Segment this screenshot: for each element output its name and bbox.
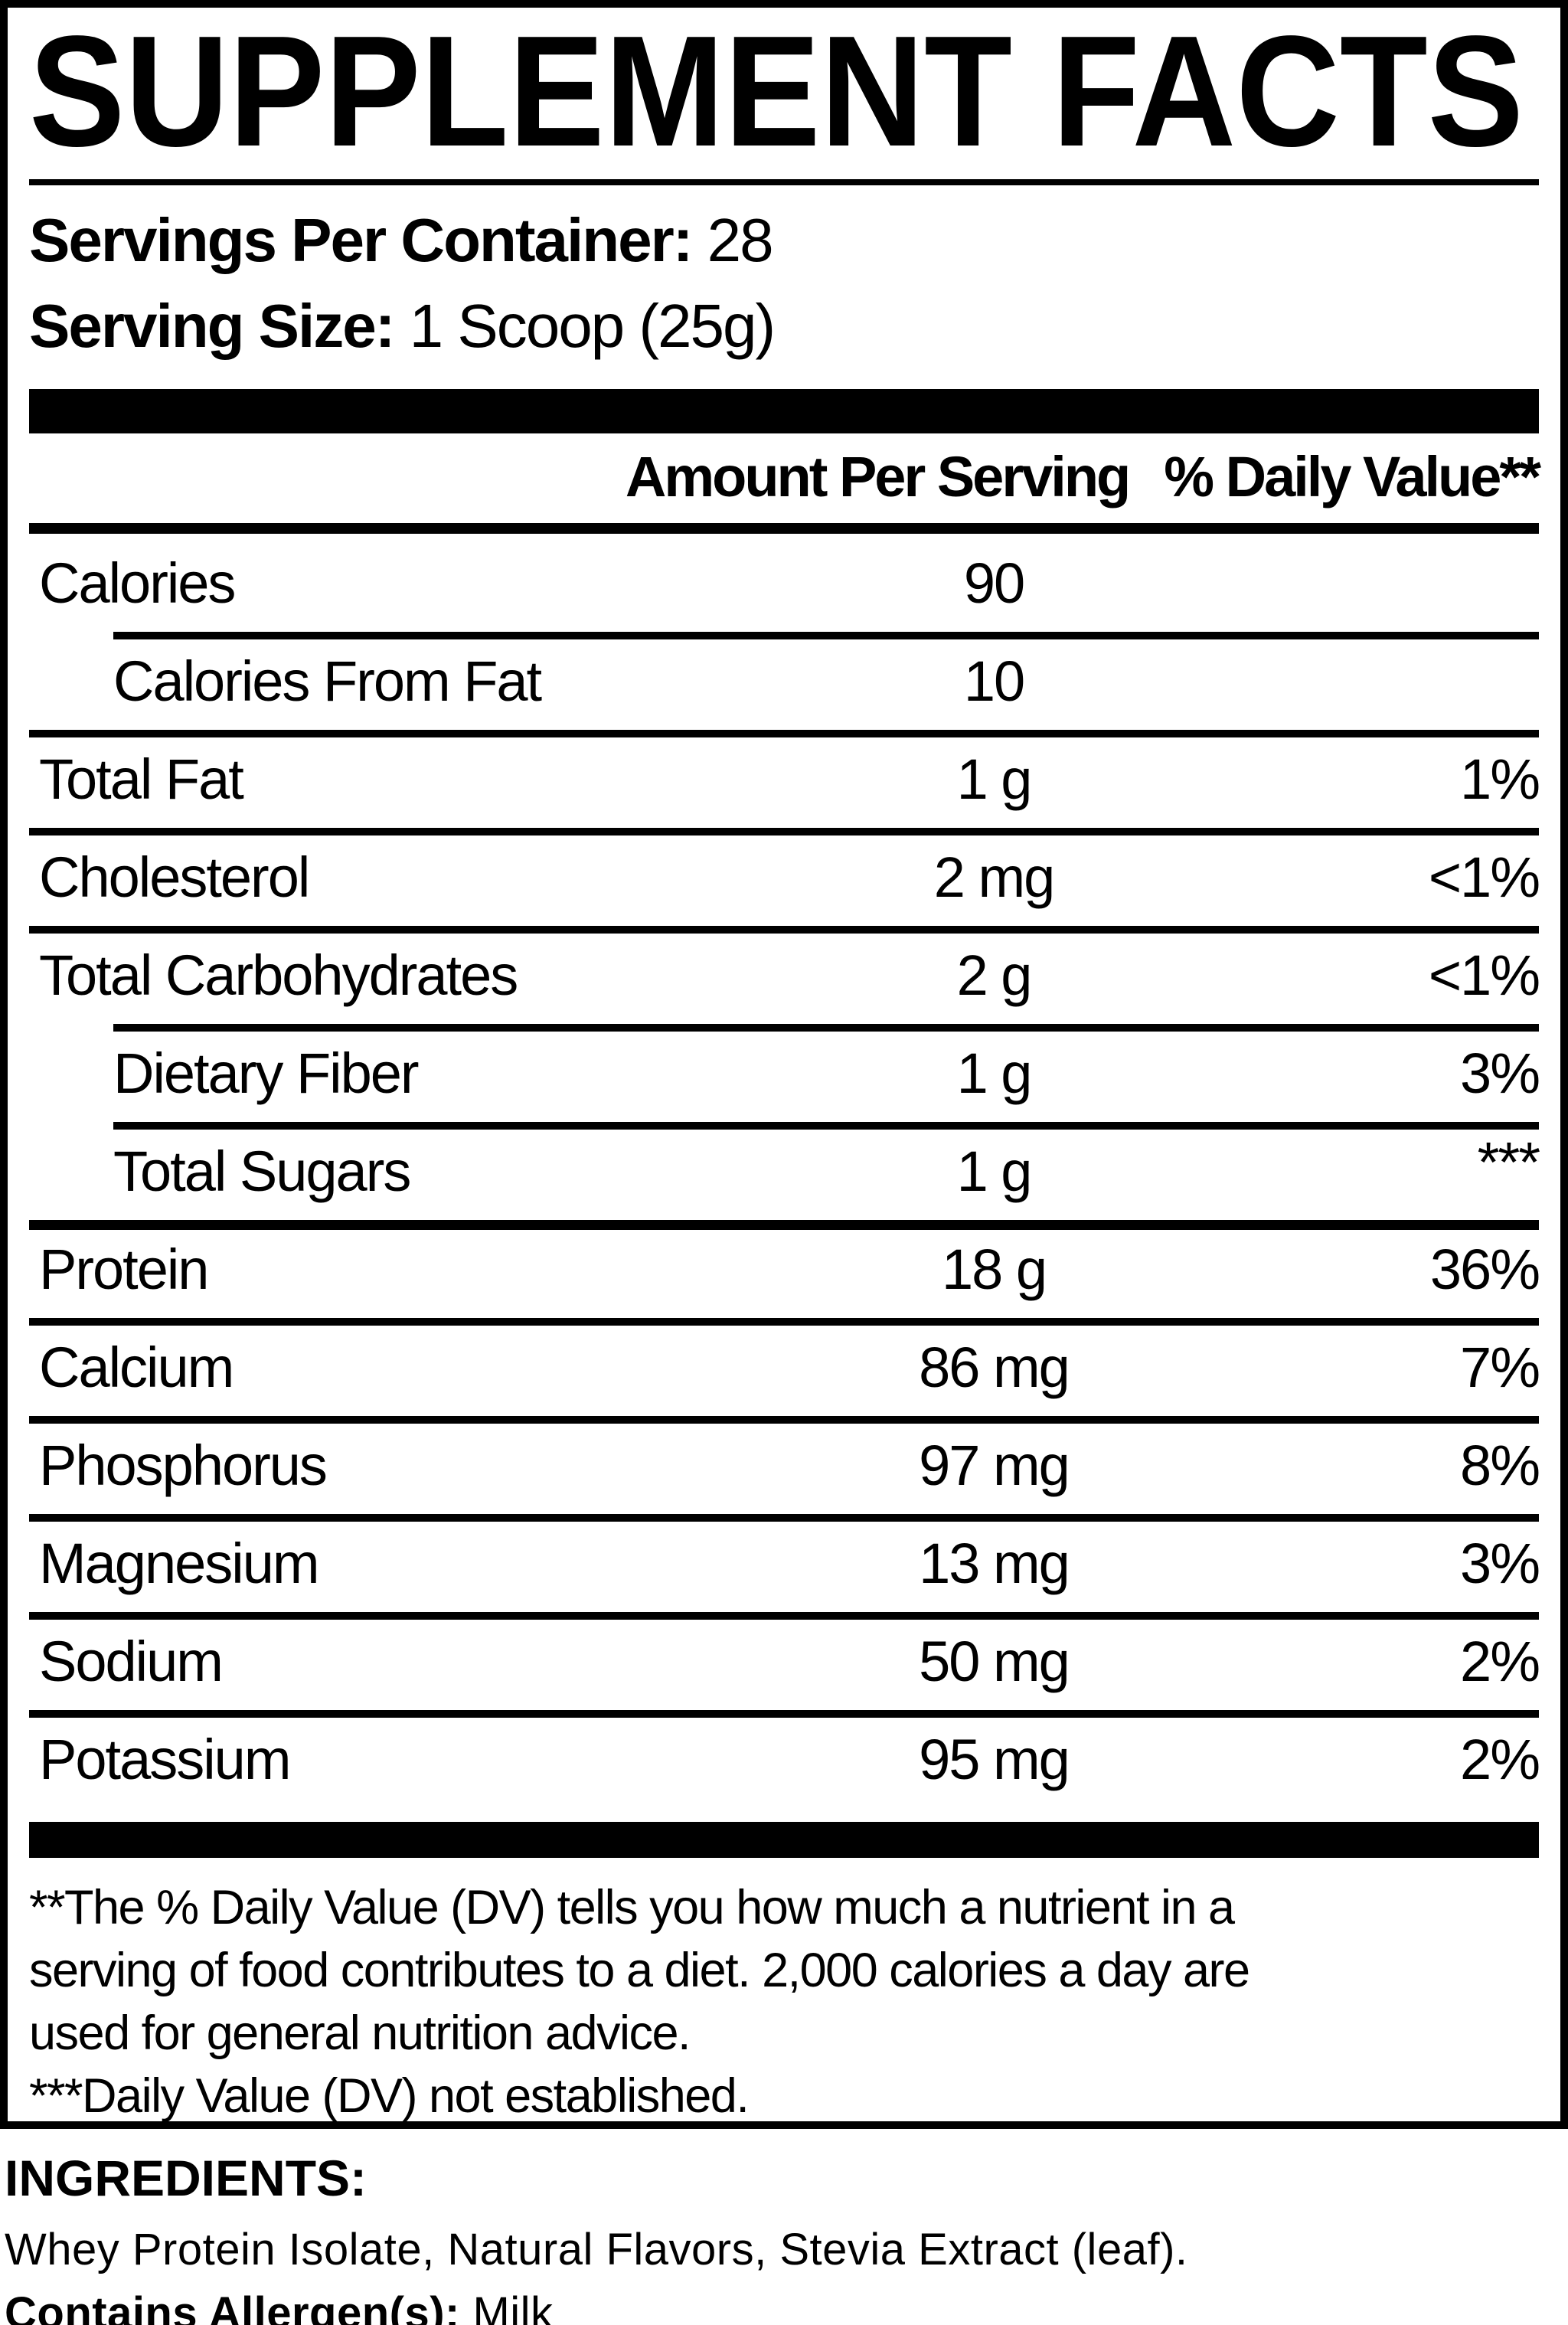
table-row: Total Sugars 1 g *** [29,1122,1540,1220]
table-row: Cholesterol 2 mg <1% [29,828,1540,926]
title-divider [29,179,1539,185]
serving-size: Serving Size: 1 Scoop (25g) [29,283,1539,369]
facts-box: SUPPLEMENT FACTS Servings Per Container:… [0,0,1568,2129]
table-row: Total Carbohydrates 2 g <1% [29,926,1540,1024]
nutrient-amount: 13 mg [919,1531,1070,1595]
table-row: Calcium 86 mg 7% [29,1318,1540,1416]
nutrient-label: Protein [39,1237,209,1301]
nutrient-label: Total Fat [39,747,244,811]
nutrient-amount: 1 g [956,1041,1033,1105]
ingredients-section: INGREDIENTS: Whey Protein Isolate, Natur… [5,2149,1547,2325]
table-row: Dietary Fiber 1 g 3% [29,1024,1540,1122]
allergen-label: Contains Allergen(s): [5,2288,460,2325]
column-header-daily-value: % Daily Value** [1164,445,1541,508]
nutrient-label: Sodium [39,1629,224,1693]
nutrient-amount: 95 mg [919,1727,1070,1791]
page-title: SUPPLEMENT FACTS [29,25,1524,167]
nutrient-label: Calories [39,551,236,615]
table-row: Phosphorus 97 mg 8% [29,1416,1540,1514]
table-row: Calories From Fat 10 [29,632,1539,730]
nutrient-daily-value: 3% [1460,1041,1540,1105]
nutrient-daily-value: 7% [1460,1335,1540,1399]
nutrient-label: Potassium [39,1727,291,1791]
nutrient-label: Dietary Fiber [113,1041,420,1105]
servings-per-container-label: Servings Per Container: [29,206,693,274]
serving-size-label: Serving Size: [29,292,395,360]
table-row: Magnesium 13 mg 3% [29,1514,1540,1612]
nutrient-label: Calcium [39,1335,234,1399]
nutrient-amount: 86 mg [919,1335,1070,1399]
footnotes: **The % Daily Value (DV) tells you how m… [29,1876,1539,2123]
section-bar-bottom [29,1822,1539,1858]
nutrient-label: Total Carbohydrates [39,943,518,1007]
nutrient-amount: 2 g [956,943,1033,1007]
nutrient-daily-value: 2% [1460,1629,1540,1693]
allergen-value: Milk [459,2288,554,2325]
nutrient-amount: 2 mg [933,845,1056,909]
table-row: Calories 90 [29,534,1539,632]
column-header-amount: Amount Per Serving [625,445,1131,508]
nutrient-daily-value: 3% [1460,1531,1540,1595]
serving-size-value: 1 Scoop (25g) [394,292,776,360]
nutrient-label: Cholesterol [39,845,310,909]
nutrient-label: Phosphorus [39,1433,328,1497]
footnote-line: **The % Daily Value (DV) tells you how m… [29,1881,1235,1934]
nutrient-amount: 50 mg [919,1629,1070,1693]
servings-per-container-value: 28 [691,206,774,274]
footnote-line: serving of food contributes to a diet. 2… [29,1944,1250,1997]
footnote-line: used for general nutrition advice. [29,2006,691,2060]
nutrient-daily-value: 1% [1460,747,1540,811]
nutrient-rows: Calories 90 Calories From Fat 10 Total F… [29,534,1540,1808]
table-row: Sodium 50 mg 2% [29,1612,1540,1710]
nutrient-daily-value: <1% [1428,943,1540,1007]
nutrient-amount: 90 [963,551,1025,615]
nutrient-label: Magnesium [39,1531,320,1595]
footnote-line: ***Daily Value (DV) not established. [29,2069,750,2123]
nutrient-label: Total Sugars [113,1139,411,1203]
allergen-line: Contains Allergen(s): Milk [5,2287,1547,2325]
table-header: Amount Per Serving % Daily Value** [29,433,1541,534]
nutrient-amount: 10 [963,649,1025,713]
nutrient-daily-value: 36% [1429,1237,1540,1301]
label-title: SUPPLEMENT FACTS [29,25,1524,167]
table-row: Total Fat 1 g 1% [29,730,1540,828]
nutrient-daily-value: <1% [1428,845,1540,909]
nutrient-amount: 1 g [956,1139,1033,1203]
table-row: Protein 18 g 36% [29,1220,1540,1318]
nutrient-daily-value: *** [1477,1130,1540,1194]
ingredients-heading: INGREDIENTS: [5,2150,368,2206]
nutrient-amount: 1 g [956,747,1033,811]
nutrient-amount: 97 mg [919,1433,1070,1497]
table-row: Potassium 95 mg 2% [29,1710,1540,1808]
servings-per-container: Servings Per Container: 28 [29,198,1539,283]
section-bar-top [29,389,1539,433]
nutrient-amount: 18 g [941,1237,1047,1301]
nutrient-daily-value: 2% [1460,1727,1540,1791]
ingredients-list: Whey Protein Isolate, Natural Flavors, S… [5,2225,1188,2274]
nutrient-daily-value: 8% [1460,1433,1540,1497]
nutrient-label: Calories From Fat [113,649,542,713]
